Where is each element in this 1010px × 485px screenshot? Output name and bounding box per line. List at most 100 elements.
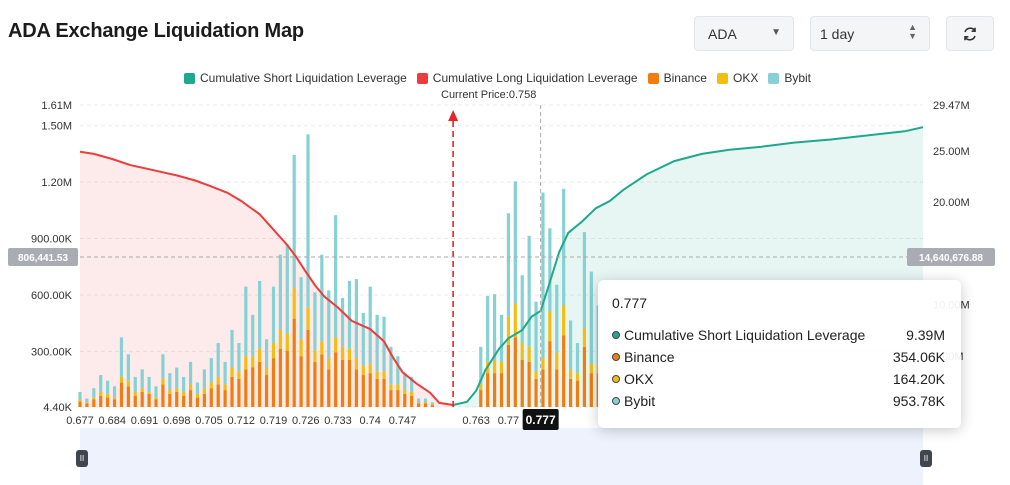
bar-okx (306, 307, 310, 330)
legend-item-bybit[interactable]: Bybit (768, 71, 811, 85)
bar-bybit (582, 232, 587, 329)
bar-okx (527, 346, 531, 362)
bar-okx (209, 382, 213, 389)
bar-okx (389, 384, 393, 391)
bar-binance (119, 382, 124, 407)
bar-bybit (168, 373, 172, 391)
bar-binance (237, 378, 241, 407)
bar-binance (202, 393, 206, 407)
y-left-tick-label: 1.20M (41, 177, 72, 189)
bar-binance (403, 393, 407, 407)
bar-okx (368, 363, 372, 374)
long-liquidation-line (79, 150, 454, 406)
bar-okx (188, 384, 193, 391)
bar-bybit (306, 134, 310, 308)
bar-okx (112, 397, 117, 400)
crosshair-left-value: 806,441.53 (18, 253, 68, 264)
tooltip-series-name: Binance (624, 349, 675, 365)
bar-bybit (562, 188, 566, 306)
crosshair-left-badge (8, 248, 78, 266)
bar-bybit (403, 373, 407, 391)
bar-okx (479, 384, 483, 391)
bar-bybit (230, 329, 234, 368)
bar-binance (147, 393, 151, 407)
bar-bybit (147, 376, 151, 392)
tooltip-series-name: Cumulative Short Liquidation Leverage (624, 327, 866, 343)
bar-bybit (320, 254, 324, 342)
x-tick-label: 0.691 (131, 415, 159, 427)
bar-okx (589, 363, 593, 374)
legend-item-okx[interactable]: OKX (716, 71, 758, 85)
legend-item-short[interactable]: Cumulative Short Liquidation Leverage (184, 71, 407, 85)
tooltip-series-name: Bybit (624, 393, 656, 409)
tooltip-dot (612, 331, 620, 339)
x-tick-label: 0.705 (195, 415, 223, 427)
bar-okx (555, 352, 559, 370)
bar-okx (85, 402, 89, 404)
x-tick-label: 0.712 (227, 415, 255, 427)
bar-okx (354, 358, 358, 370)
bar-binance (126, 386, 130, 407)
symbol-value: ADA (708, 25, 737, 42)
bar-okx (340, 346, 345, 360)
bar-okx (216, 376, 220, 385)
legend-swatch (647, 72, 659, 84)
crosshair-right-value: 14,640,676.88 (919, 253, 983, 264)
bar-bybit (410, 376, 414, 392)
bar-okx (347, 348, 352, 360)
bar-binance (568, 378, 573, 407)
zoom-handle-left[interactable]: II (76, 450, 88, 467)
bar-bybit (258, 280, 262, 349)
bar-bybit (527, 235, 531, 347)
bar-binance (520, 359, 524, 407)
bar-bybit (313, 292, 317, 351)
bar-bybit (396, 356, 400, 385)
bar-binance (251, 367, 255, 407)
bar-binance (195, 397, 200, 407)
bar-okx (382, 371, 386, 379)
bar-okx (568, 369, 573, 379)
bar-binance (78, 401, 82, 407)
bar-bybit (278, 254, 282, 330)
legend-swatch (184, 72, 195, 84)
bar-okx (541, 358, 545, 370)
bar-binance (299, 356, 303, 407)
symbol-select[interactable]: ADA ▼ (694, 16, 794, 51)
current-price-label: Current Price:0.758 (441, 89, 537, 101)
up-down-icon: ▲ ▼ (908, 22, 917, 41)
bar-binance (223, 390, 227, 407)
legend-swatch (768, 72, 780, 84)
refresh-button[interactable] (946, 16, 994, 51)
legend-item-binance[interactable]: Binance (647, 71, 707, 85)
x-tick-label: 0.74 (360, 415, 381, 427)
chart-legend: Cumulative Short Liquidation Leverage Cu… (184, 71, 821, 85)
bar-binance (306, 329, 310, 407)
legend-item-long[interactable]: Cumulative Long Liquidation Leverage (416, 71, 638, 85)
y-left-tick-label: 1.50M (41, 121, 72, 133)
bar-bybit (271, 286, 276, 344)
x-tick-label: 0.777 (526, 413, 556, 427)
tooltip-series-value: 9.39M (906, 327, 945, 343)
bar-binance (216, 384, 220, 407)
bar-okx (375, 371, 379, 379)
bar-binance (382, 378, 386, 407)
bar-binance (327, 369, 331, 407)
bar-okx (78, 399, 82, 402)
bar-okx (506, 316, 511, 345)
period-select[interactable]: 1 day ▲ ▼ (810, 16, 930, 51)
bar-okx (548, 311, 552, 342)
bar-bybit (126, 354, 130, 381)
bar-binance (575, 380, 580, 407)
bar-bybit (202, 369, 206, 389)
bar-okx (320, 341, 324, 355)
bar-okx (161, 378, 165, 385)
zoom-handle-right[interactable]: II (920, 450, 932, 467)
bar-okx (285, 333, 289, 351)
y-right-tick-label: 20.00M (933, 197, 970, 209)
x-tick-label: 0.677 (66, 415, 94, 427)
bar-okx (492, 359, 497, 374)
bar-bybit (161, 354, 165, 379)
bar-okx (195, 393, 200, 398)
tooltip-row: OKX 164.20K (612, 368, 945, 390)
bar-binance (230, 376, 234, 407)
